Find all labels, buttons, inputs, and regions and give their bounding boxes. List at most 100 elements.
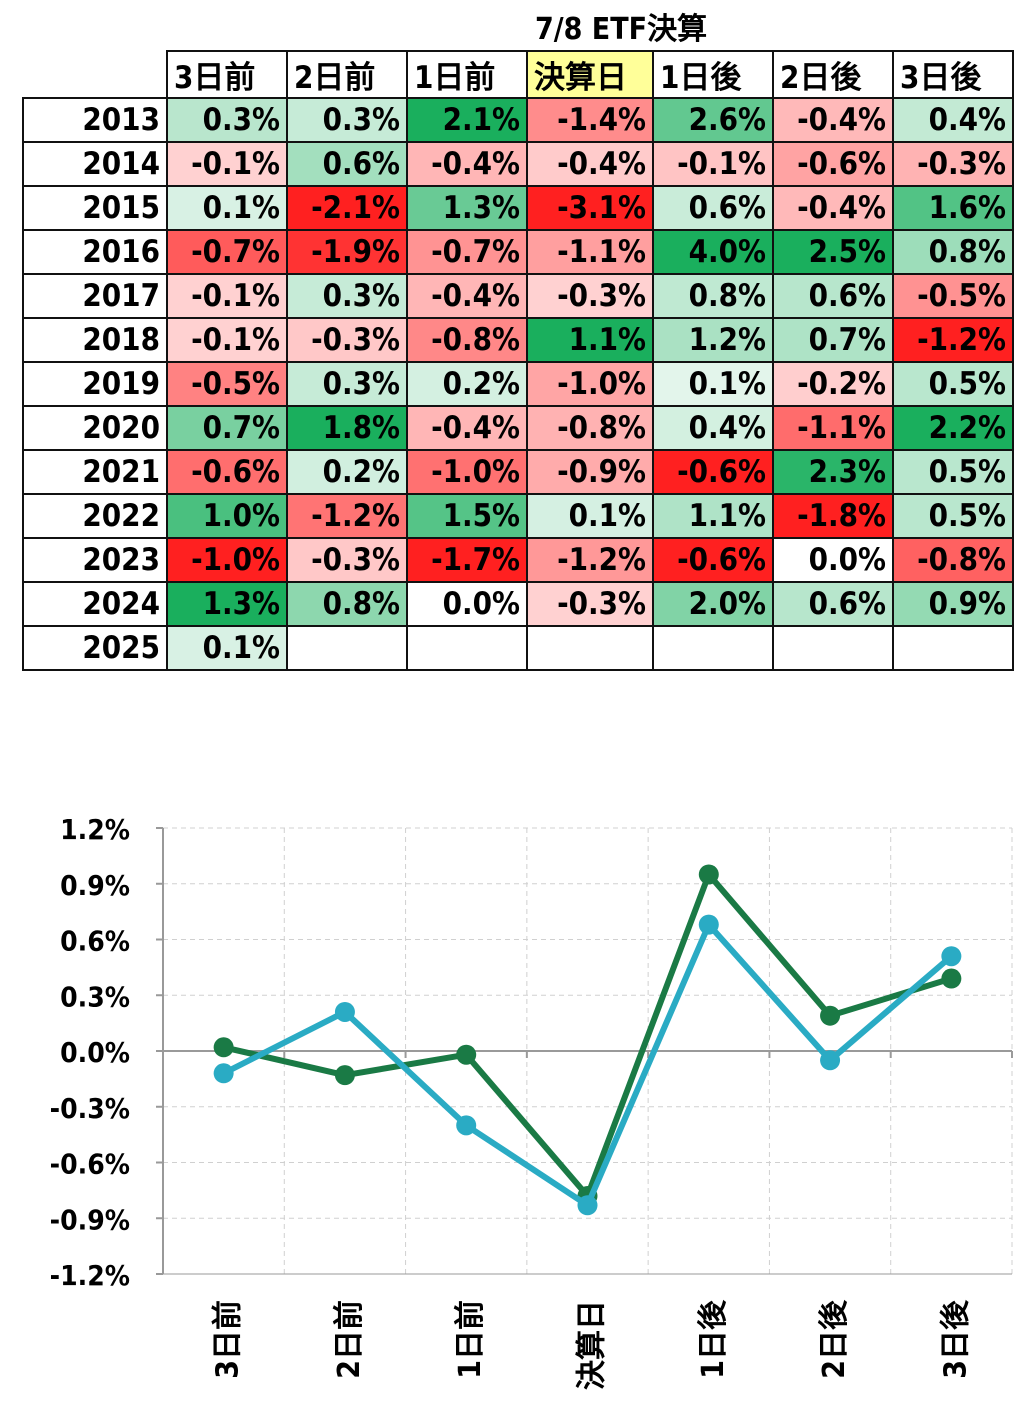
value-cell: -1.2% <box>526 537 654 583</box>
column-header-earnings-day: 決算日 <box>526 50 654 99</box>
value-cell: -0.4% <box>772 97 894 143</box>
value-cell: -1.8% <box>772 493 894 539</box>
table-row: 2014 -0.1% 0.6% -0.4% -0.4% -0.1% -0.6% -0.3% <box>22 141 1014 187</box>
value-cell: 0.6% <box>772 273 894 319</box>
table-title: 7/8 ETF決算 <box>535 12 708 47</box>
value-cell: 0.2% <box>286 449 408 495</box>
value-cell: 0.3% <box>166 97 288 143</box>
value-cell: -0.4% <box>526 141 654 187</box>
value-cell: -0.1% <box>166 273 288 319</box>
value-cell: 0.8% <box>286 581 408 627</box>
value-cell: 1.3% <box>166 581 288 627</box>
x-category-label: 1日後 <box>696 1299 731 1379</box>
table-row: 2019 -0.5% 0.3% 0.2% -1.0% 0.1% -0.2% 0.5% <box>22 361 1014 407</box>
value-cell: -0.5% <box>166 361 288 407</box>
value-cell: -1.2% <box>286 493 408 539</box>
value-cell: 0.6% <box>652 185 774 231</box>
value-cell: 0.5% <box>892 361 1014 407</box>
value-cell: -2.1% <box>286 185 408 231</box>
series-1-point <box>213 1037 234 1058</box>
value-cell: 0.3% <box>286 97 408 143</box>
value-cell: 1.1% <box>526 317 654 363</box>
value-cell: -0.3% <box>892 141 1014 187</box>
value-cell: 0.1% <box>652 361 774 407</box>
value-cell: 1.3% <box>406 185 528 231</box>
table-row: 2018 -0.1% -0.3% -0.8% 1.1% 1.2% 0.7% -1.2% <box>22 317 1014 363</box>
value-cell: 0.7% <box>166 405 288 451</box>
series-2-point <box>334 1001 355 1022</box>
value-cell: 2.1% <box>406 97 528 143</box>
value-cell: -0.1% <box>166 317 288 363</box>
year-cell: 2020 <box>22 405 168 451</box>
value-cell: -1.7% <box>406 537 528 583</box>
value-cell: 2.2% <box>892 405 1014 451</box>
value-cell: 0.0% <box>772 537 894 583</box>
value-cell: -0.3% <box>526 581 654 627</box>
value-cell: 1.1% <box>652 493 774 539</box>
value-cell: -1.0% <box>166 537 288 583</box>
year-cell: 2015 <box>22 185 168 231</box>
table-row: 2024 1.3% 0.8% 0.0% -0.3% 2.0% 0.6% 0.9% <box>22 581 1014 627</box>
year-cell: 2018 <box>22 317 168 363</box>
value-cell: -1.4% <box>526 97 654 143</box>
value-cell: -0.3% <box>286 317 408 363</box>
year-cell: 2022 <box>22 493 168 539</box>
x-category-label: 2日前 <box>332 1300 367 1379</box>
value-cell: -0.4% <box>406 141 528 187</box>
value-cell: -0.7% <box>166 229 288 275</box>
table-row: 2022 1.0% -1.2% 1.5% 0.1% 1.1% -1.8% 0.5% <box>22 493 1014 539</box>
y-tick-label: -0.6% <box>50 1148 130 1181</box>
value-cell: -0.3% <box>286 537 408 583</box>
value-cell: -1.0% <box>406 449 528 495</box>
column-header: 2日前 <box>286 50 408 99</box>
value-cell: 0.3% <box>286 361 408 407</box>
x-category-label: 2日後 <box>817 1299 852 1379</box>
table-row: 2015 0.1% -2.1% 1.3% -3.1% 0.6% -0.4% 1.6% <box>22 185 1014 231</box>
year-cell: 2016 <box>22 229 168 275</box>
value-cell: 1.2% <box>652 317 774 363</box>
series-2-point <box>941 946 962 967</box>
column-header: 3日前 <box>166 50 288 99</box>
value-cell <box>406 625 528 671</box>
value-cell: -0.6% <box>652 537 774 583</box>
value-cell: -3.1% <box>526 185 654 231</box>
value-cell: 0.6% <box>772 581 894 627</box>
line-chart: 1.2% 0.9% 0.6% 0.3% 0.0% -0.3% -0.6% -0.9% -1.2%… <box>0 760 1036 1416</box>
series-2-point <box>456 1115 477 1136</box>
value-cell: 0.8% <box>652 273 774 319</box>
value-cell: 1.8% <box>286 405 408 451</box>
value-cell: -1.2% <box>892 317 1014 363</box>
value-cell <box>526 625 654 671</box>
series-line-2 <box>222 921 954 1209</box>
value-cell: 1.5% <box>406 493 528 539</box>
line-chart-svg: 1.2% 0.9% 0.6% 0.3% 0.0% -0.3% -0.6% -0.9% -1.2%… <box>50 813 1013 1390</box>
value-cell <box>772 625 894 671</box>
x-category-label: 決算日 <box>575 1300 610 1390</box>
x-category-label: 3日前 <box>211 1300 246 1379</box>
value-cell: -0.4% <box>406 273 528 319</box>
column-header: 2日後 <box>772 50 894 99</box>
value-cell: -0.8% <box>892 537 1014 583</box>
series-2-point <box>577 1195 598 1216</box>
series-1-point <box>334 1065 355 1086</box>
value-cell: -0.4% <box>772 185 894 231</box>
year-cell: 2014 <box>22 141 168 187</box>
value-cell: -0.6% <box>652 449 774 495</box>
value-cell: 0.4% <box>652 405 774 451</box>
table-row: 2017 -0.1% 0.3% -0.4% -0.3% 0.8% 0.6% -0.5% <box>22 273 1014 319</box>
series-2-point <box>698 914 719 935</box>
value-cell: 4.0% <box>652 229 774 275</box>
value-cell: 0.1% <box>166 625 288 671</box>
series-1-point <box>456 1044 477 1065</box>
year-cell: 2024 <box>22 581 168 627</box>
value-cell: 2.3% <box>772 449 894 495</box>
value-cell: -0.6% <box>166 449 288 495</box>
value-cell <box>652 625 774 671</box>
year-cell: 2019 <box>22 361 168 407</box>
y-tick-label: -0.9% <box>50 1203 130 1236</box>
value-cell: -0.7% <box>406 229 528 275</box>
value-cell: 2.5% <box>772 229 894 275</box>
y-tick-label: 1.2% <box>60 813 130 846</box>
value-cell: 0.8% <box>892 229 1014 275</box>
value-cell: 2.0% <box>652 581 774 627</box>
